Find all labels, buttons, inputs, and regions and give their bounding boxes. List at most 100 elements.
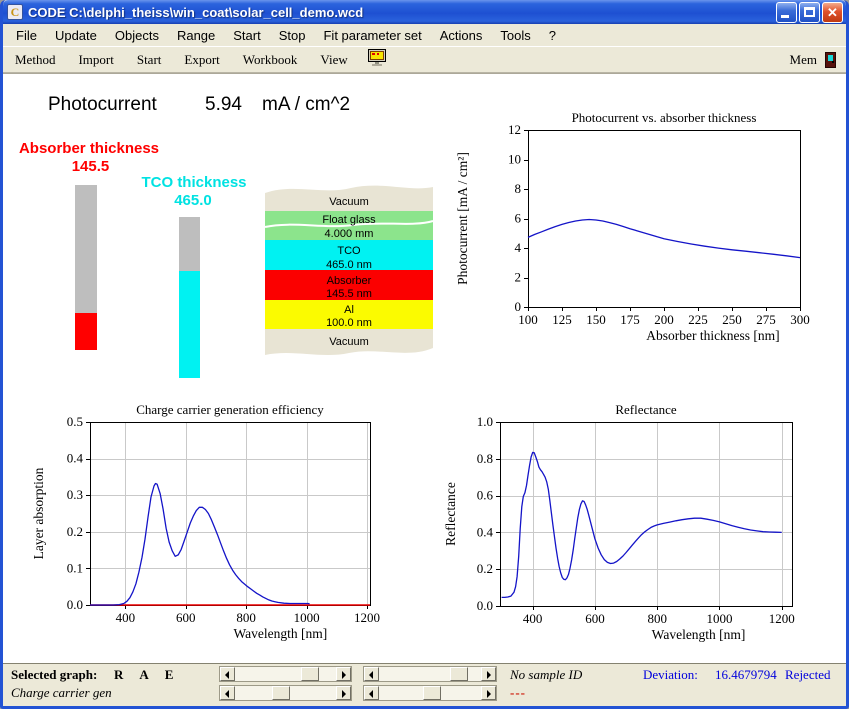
tco-thickness-value: 465.0 xyxy=(153,192,233,209)
scrollbar-track[interactable] xyxy=(379,667,481,681)
scroll-left-button[interactable] xyxy=(220,667,235,681)
scrollbar-track[interactable] xyxy=(235,686,336,700)
svg-text:400: 400 xyxy=(523,611,543,626)
toolbar-item-start[interactable]: Start xyxy=(131,50,168,70)
svg-text:600: 600 xyxy=(585,611,605,626)
chart-reflectance[interactable]: 400600800100012000.00.20.40.60.81.0Refle… xyxy=(430,398,842,653)
selected-graph-label: Selected graph: xyxy=(11,667,97,683)
menu-item-objects[interactable]: Objects xyxy=(106,26,168,45)
photocurrent-label: Photocurrent xyxy=(48,94,157,116)
svg-text:0.0: 0.0 xyxy=(67,597,83,612)
svg-text:275: 275 xyxy=(756,312,776,327)
graph-code-a[interactable]: A xyxy=(139,667,148,682)
chart-photocurrent-vs-thickness[interactable]: 100125150175200225250275300024681012Phot… xyxy=(451,103,843,353)
svg-text:200: 200 xyxy=(654,312,674,327)
svg-text:150: 150 xyxy=(586,312,606,327)
scroll-left-button[interactable] xyxy=(364,667,379,681)
scrollbar-thumb[interactable] xyxy=(272,686,290,700)
graph-code-r[interactable]: R xyxy=(114,667,123,682)
menu-item-start[interactable]: Start xyxy=(224,26,269,45)
chart-charge-carrier-generation[interactable]: 400600800100012000.00.10.20.30.40.5Charg… xyxy=(10,398,410,653)
svg-text:250: 250 xyxy=(722,312,742,327)
scroll-left-button[interactable] xyxy=(364,686,379,700)
menu-item-fit-parameter-set[interactable]: Fit parameter set xyxy=(314,26,430,45)
sample-id-text: No sample ID xyxy=(510,667,582,683)
menu-item-range[interactable]: Range xyxy=(168,26,224,45)
svg-text:0.2: 0.2 xyxy=(477,561,493,576)
menu-bar: FileUpdateObjectsRangeStartStopFit param… xyxy=(3,24,846,47)
svg-text:0.2: 0.2 xyxy=(67,524,83,539)
scrollbar-row2-b[interactable] xyxy=(363,685,497,701)
scroll-right-button[interactable] xyxy=(336,686,351,700)
scrollbar-row2-a[interactable] xyxy=(219,685,352,701)
menu-item-stop[interactable]: Stop xyxy=(270,26,315,45)
svg-text:465.0 nm: 465.0 nm xyxy=(326,259,372,271)
svg-text:8: 8 xyxy=(515,181,522,196)
close-button[interactable]: ✕ xyxy=(822,2,843,23)
toolbar-item-workbook[interactable]: Workbook xyxy=(237,50,304,70)
svg-text:0.3: 0.3 xyxy=(67,487,83,502)
scroll-right-button[interactable] xyxy=(336,667,351,681)
scrollbar-row1-b[interactable] xyxy=(363,666,497,682)
svg-text:1200: 1200 xyxy=(769,611,795,626)
svg-text:1200: 1200 xyxy=(354,610,380,625)
scroll-right-button[interactable] xyxy=(481,686,496,700)
toolbar-item-view[interactable]: View xyxy=(314,50,353,70)
scrollbar-row1-a[interactable] xyxy=(219,666,352,682)
svg-text:225: 225 xyxy=(688,312,708,327)
arrow-right-icon xyxy=(342,690,346,698)
toolbar-item-method[interactable]: Method xyxy=(9,50,61,70)
svg-text:6: 6 xyxy=(515,211,522,226)
view-monitor-button[interactable] xyxy=(365,48,389,71)
toolbar-items: Method Import Start Export Workbook View xyxy=(9,50,365,70)
scroll-right-button[interactable] xyxy=(481,667,496,681)
toolbar-item-export[interactable]: Export xyxy=(178,50,225,70)
svg-text:0.1: 0.1 xyxy=(67,560,83,575)
menu-item-help[interactable]: ? xyxy=(540,26,565,45)
photocurrent-value: 5.94 xyxy=(205,94,242,116)
tco-thickness-slider[interactable] xyxy=(179,217,200,378)
scrollbar-track[interactable] xyxy=(235,667,336,681)
minimize-button[interactable] xyxy=(776,2,797,23)
svg-text:0.4: 0.4 xyxy=(67,451,84,466)
svg-text:4.000 mm: 4.000 mm xyxy=(325,228,374,240)
menu-item-file[interactable]: File xyxy=(7,26,46,45)
graph-code-e[interactable]: E xyxy=(165,667,174,682)
deviation-label: Deviation: xyxy=(643,667,698,683)
svg-text:Reflectance: Reflectance xyxy=(443,482,458,546)
status-bar: Selected graph: R A E Charge carrier gen N… xyxy=(3,663,846,703)
scrollbar-track[interactable] xyxy=(379,686,481,700)
absorber-thickness-slider[interactable] xyxy=(75,185,97,350)
svg-text:800: 800 xyxy=(647,611,667,626)
menu-item-tools[interactable]: Tools xyxy=(491,26,539,45)
maximize-icon xyxy=(804,7,815,17)
scroll-left-button[interactable] xyxy=(220,686,235,700)
absorber-thickness-value: 145.5 xyxy=(43,158,138,175)
scrollbar-thumb[interactable] xyxy=(423,686,441,700)
tool-bar: MethodImportStartExportWorkbookView Mem xyxy=(3,47,846,73)
current-graph-name: Charge carrier gen xyxy=(11,685,196,701)
mem-indicator-icon[interactable] xyxy=(825,52,836,68)
svg-text:Photocurrent vs. absorber thic: Photocurrent vs. absorber thickness xyxy=(572,110,757,125)
tco-slider-fill xyxy=(179,271,200,378)
svg-text:1000: 1000 xyxy=(706,611,732,626)
svg-text:0.0: 0.0 xyxy=(477,598,493,613)
maximize-button[interactable] xyxy=(799,2,820,23)
svg-text:100.0 nm: 100.0 nm xyxy=(326,317,372,329)
close-icon: ✕ xyxy=(823,4,842,22)
toolbar-item-import[interactable]: Import xyxy=(72,50,119,70)
scrollbar-thumb[interactable] xyxy=(450,667,468,681)
svg-text:2: 2 xyxy=(515,270,522,285)
svg-text:Layer absorption: Layer absorption xyxy=(31,467,46,559)
arrow-left-icon xyxy=(369,671,373,679)
scrollbar-thumb[interactable] xyxy=(301,667,319,681)
absorber-slider-fill xyxy=(75,313,97,350)
menu-item-update[interactable]: Update xyxy=(46,26,106,45)
photocurrent-unit: mA / cm^2 xyxy=(262,94,350,116)
svg-text:4: 4 xyxy=(515,240,522,255)
svg-text:Vacuum: Vacuum xyxy=(329,196,369,208)
svg-text:1.0: 1.0 xyxy=(477,414,493,429)
menu-item-actions[interactable]: Actions xyxy=(431,26,492,45)
title-bar[interactable]: C CODE C:\delphi_theiss\win_coat\solar_c… xyxy=(3,0,846,24)
deviation-dashes: --- xyxy=(510,685,526,701)
